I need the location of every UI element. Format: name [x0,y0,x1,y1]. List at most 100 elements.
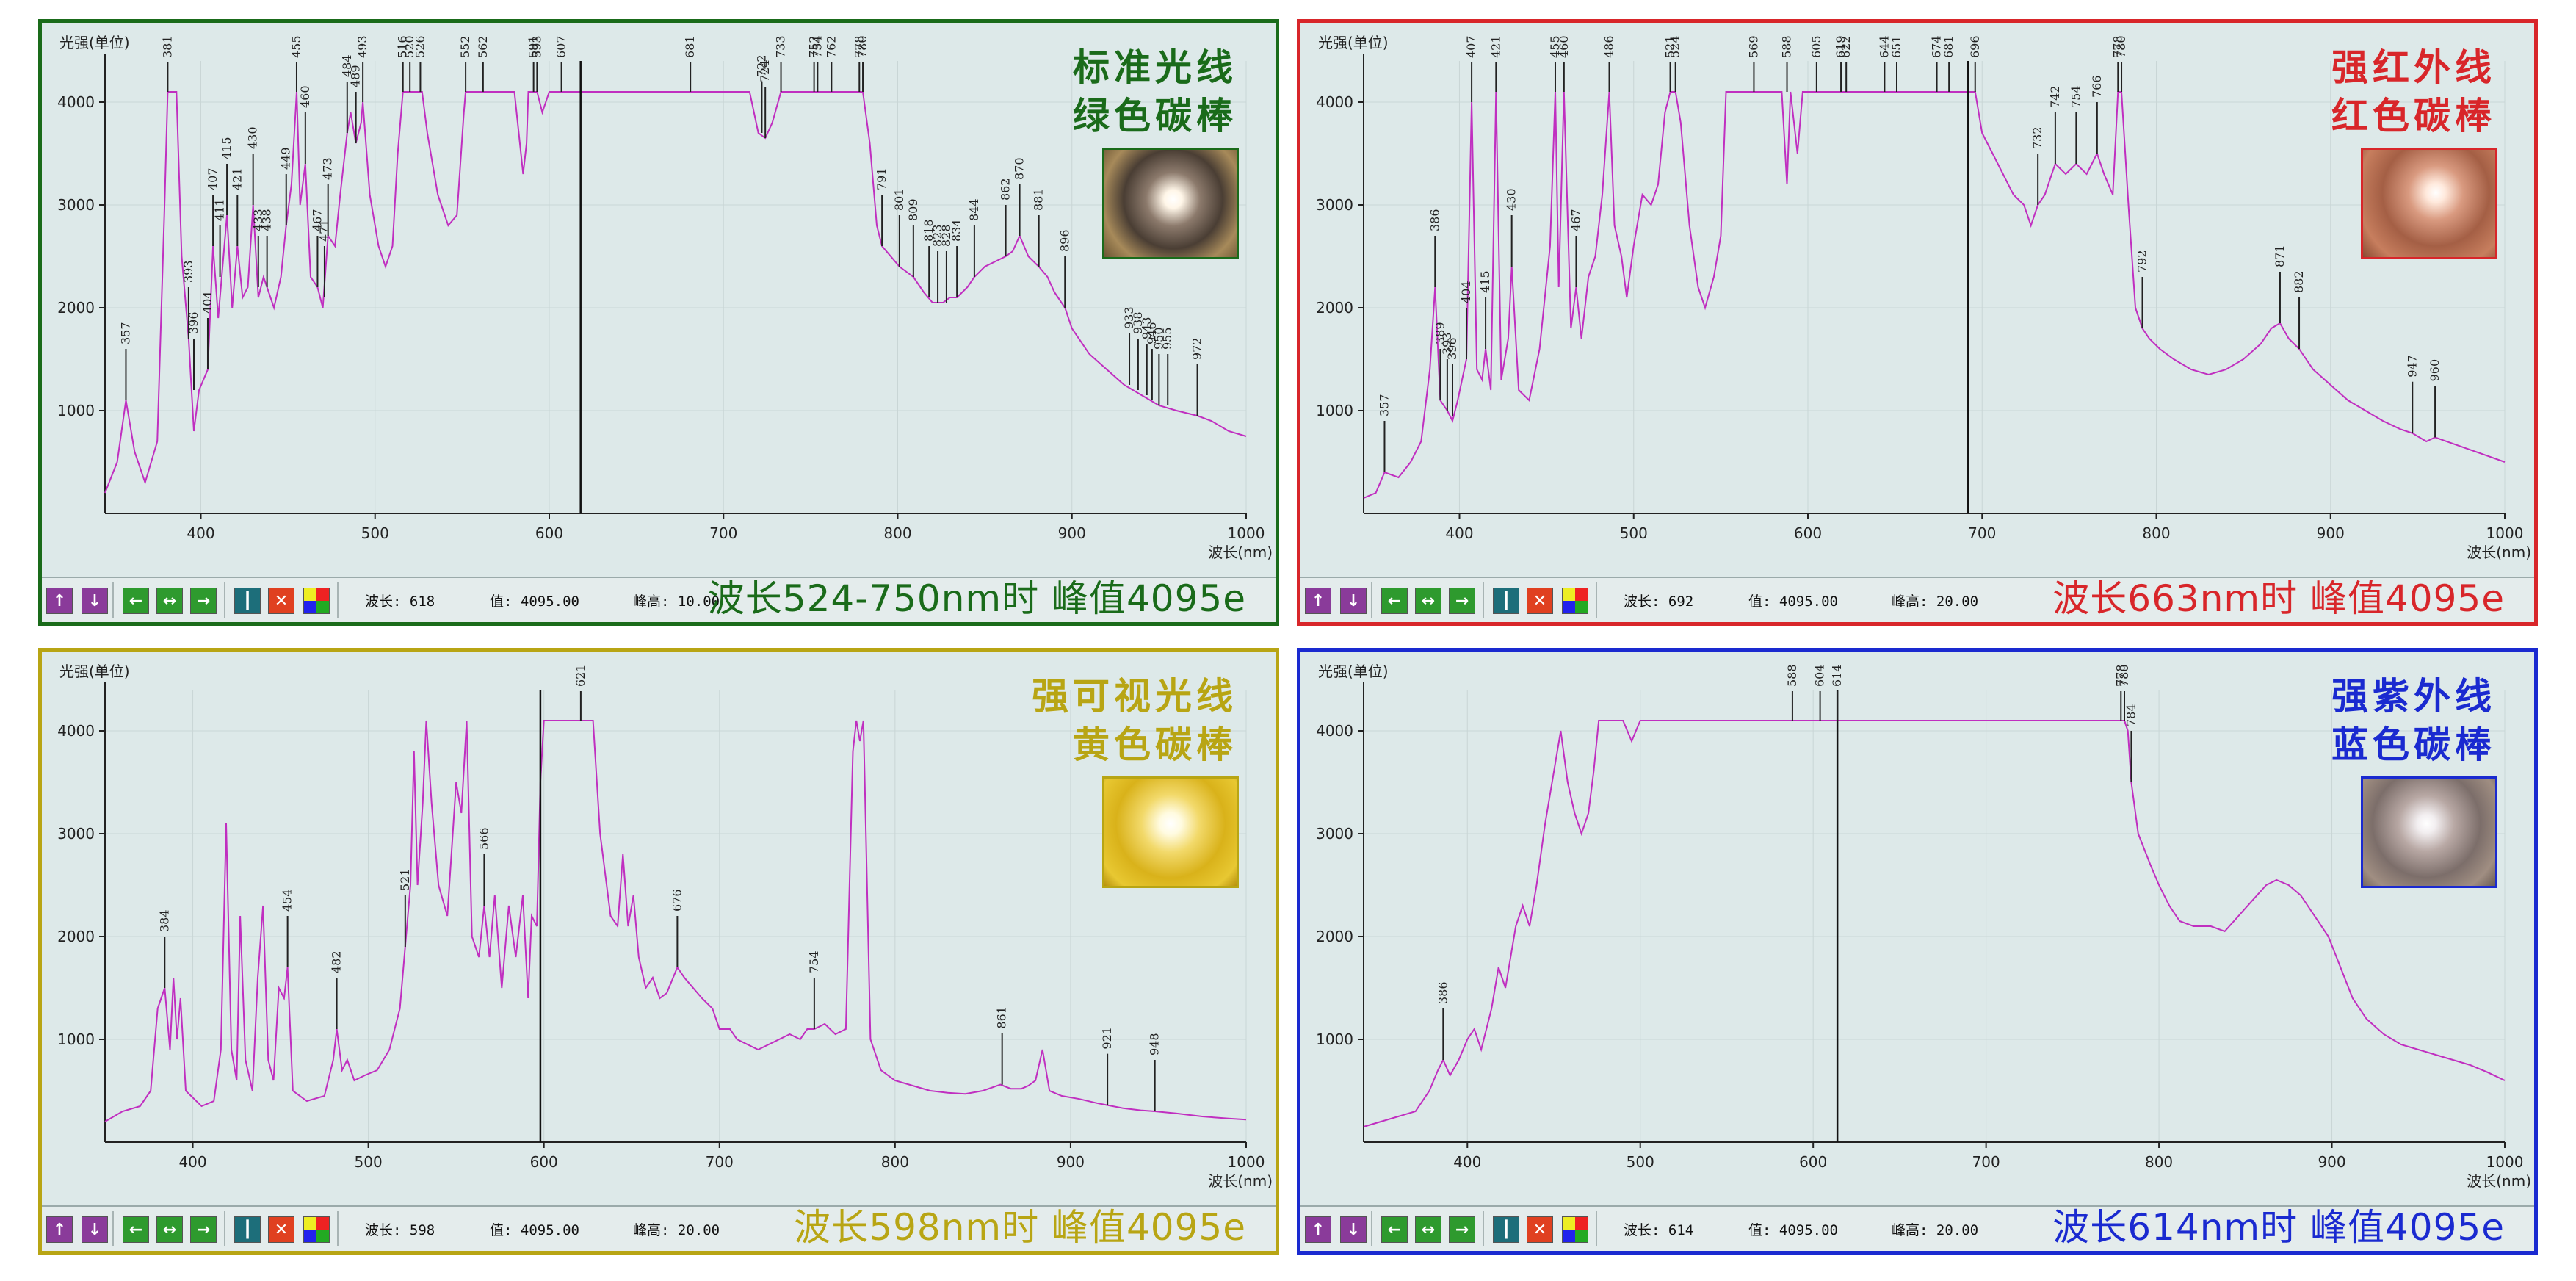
fit-horizontal-icon[interactable]: ↔ [156,1216,183,1243]
peak-label: 421 [1488,35,1502,58]
marker-icon[interactable]: ┃ [234,1216,261,1243]
x-tick-label: 900 [2318,1153,2345,1171]
arrow-up-icon[interactable]: ↑ [46,588,73,614]
x-tick-label: 400 [1445,524,1473,542]
peak-label: 407 [206,167,220,190]
peak-label: 524 [1668,35,1682,58]
peak-label: 415 [1478,270,1492,293]
peak-label: 460 [298,85,312,108]
peak-label: 471 [317,219,331,242]
peak-label: 455 [289,35,303,58]
y-tick-label: 2000 [1316,299,1353,317]
peak-label: 921 [1100,1027,1114,1050]
peak-label: 791 [875,167,889,190]
x-tick-label: 500 [355,1153,383,1171]
arrow-down-icon[interactable]: ↓ [82,1216,108,1243]
value-readout: 值: 4095.00 [490,593,579,610]
peak-label: 780 [855,35,869,58]
peak-label: 604 [1813,664,1827,687]
peak-label: 605 [1809,35,1823,58]
close-icon[interactable]: ✕ [1527,588,1553,614]
peak-label: 766 [2090,75,2104,98]
peak-label: 644 [1877,35,1891,58]
peak-label: 780 [2117,664,2131,687]
peak-label: 823 [930,224,944,247]
arrow-down-icon[interactable]: ↓ [1340,1216,1367,1243]
peak-label: 449 [279,147,293,170]
marker-icon[interactable]: ┃ [234,588,261,614]
arrow-left-icon[interactable]: ← [1381,588,1408,614]
arrow-left-icon[interactable]: ← [1381,1216,1408,1243]
x-tick-label: 900 [2317,524,2345,542]
x-tick-label: 600 [1799,1153,1827,1171]
arrow-left-icon[interactable]: ← [123,588,149,614]
peak-label: 493 [355,35,369,58]
close-icon[interactable]: ✕ [1527,1216,1553,1243]
spectrum-panel-ultraviolet: 400 500 600 700 800 900 1000 1000 2000 3000 4000 光强… [1297,648,2538,1255]
arrow-up-icon[interactable]: ↑ [1305,1216,1331,1243]
peak-label: 960 [2428,359,2442,382]
title-line-2: 蓝色碳棒 [2331,724,2496,766]
peak-label: 780 [2114,35,2128,58]
peak-label: 948 [1148,1033,1162,1056]
arrow-right-icon[interactable]: → [1449,1216,1475,1243]
arrow-right-icon[interactable]: → [190,588,217,614]
y-tick-label: 3000 [57,825,95,842]
peak-label: 526 [413,35,427,58]
x-tick-label: 800 [883,524,911,542]
peak-label: 621 [574,664,587,687]
arrow-up-icon[interactable]: ↑ [1305,588,1331,614]
peak-label: 871 [2273,245,2287,267]
peak-caption: 波长598nm时 峰值4095e [794,1206,1246,1249]
peak-label: 681 [683,35,697,58]
peak-label: 407 [1464,35,1478,58]
close-icon[interactable]: ✕ [268,1216,294,1243]
fit-horizontal-icon[interactable]: ↔ [1415,1216,1441,1243]
arrow-right-icon[interactable]: → [1449,588,1475,614]
toolbar-separator [1371,582,1372,618]
peak-label: 460 [1557,35,1571,58]
x-tick-label: 800 [2145,1153,2173,1171]
peak-label: 591 [527,35,540,58]
y-tick-label: 3000 [57,196,95,214]
arrow-down-icon[interactable]: ↓ [1340,588,1367,614]
palette-icon[interactable] [1562,588,1588,614]
peak-label: 844 [967,198,981,221]
toolbar: ↑ ↓ ← ↔ → ┃ ✕ 波长: 618 值: 4095.00 峰高: 10.00 波长5… [42,577,1276,622]
arrow-down-icon[interactable]: ↓ [82,588,108,614]
toolbar-separator [337,1211,339,1246]
spectrum-panel-visible: 400 500 600 700 800 900 1000 1000 2000 3000 4000 光强… [38,648,1279,1255]
wavelength-readout: 波长: 618 [365,593,435,610]
arrow-left-icon[interactable]: ← [123,1216,149,1243]
x-tick-label: 600 [530,1153,558,1171]
spectrum-panel-standard: 400 500 600 700 800 900 1000 1000 2000 3000 4000 光强… [38,19,1279,626]
marker-icon[interactable]: ┃ [1493,1216,1519,1243]
peak-label: 516 [396,35,410,58]
fit-horizontal-icon[interactable]: ↔ [156,588,183,614]
peak-label: 421 [230,167,244,190]
peak-label: 752 [807,35,821,58]
title-line-2: 黄色碳棒 [1073,724,1237,766]
peak-label: 828 [939,224,953,247]
spectrum-line [1363,91,2506,499]
fit-horizontal-icon[interactable]: ↔ [1415,588,1441,614]
close-icon[interactable]: ✕ [268,588,294,614]
peak-label: 943 [1140,317,1154,339]
palette-icon[interactable] [1562,1216,1588,1243]
x-tick-label: 400 [178,1153,206,1171]
palette-icon[interactable] [303,1216,330,1243]
wavelength-readout: 波长: 692 [1624,593,1694,610]
marker-icon[interactable]: ┃ [1493,588,1519,614]
toolbar: ↑ ↓ ← ↔ → ┃ ✕ 波长: 614 值: 4095.00 峰高: 20.00 波长6… [1300,1205,2534,1251]
y-tick-label: 1000 [57,402,95,419]
toolbar-separator [1483,1211,1484,1246]
palette-icon[interactable] [303,588,330,614]
y-tick-label: 1000 [57,1031,95,1048]
arrow-up-icon[interactable]: ↑ [46,1216,73,1243]
peak-label: 933 [1122,306,1136,329]
peak-label: 834 [949,219,963,242]
arrow-right-icon[interactable]: → [190,1216,217,1243]
peak-caption: 波长614nm时 峰值4095e [2052,1206,2505,1249]
toolbar: ↑ ↓ ← ↔ → ┃ ✕ 波长: 598 值: 4095.00 峰高: 20.00 波长5… [42,1205,1276,1251]
peak-label: 607 [554,35,568,58]
